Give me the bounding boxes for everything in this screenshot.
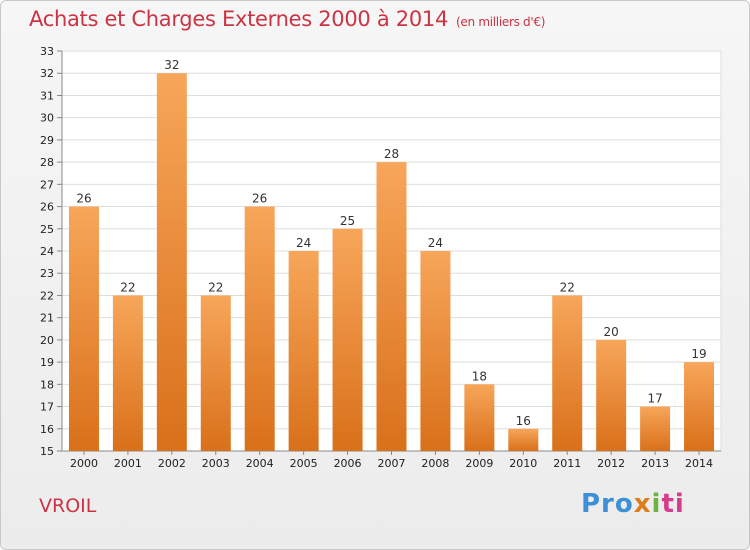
logo-part-3: i	[651, 489, 662, 519]
y-tick-label: 24	[40, 245, 54, 258]
y-tick-label: 32	[40, 67, 54, 80]
x-tick-label: 2012	[597, 457, 625, 470]
x-tick-label: 2002	[158, 457, 186, 470]
y-tick-label: 28	[40, 156, 54, 169]
bar-value-label: 24	[296, 236, 311, 250]
y-tick-label: 20	[40, 334, 54, 347]
y-tick-label: 33	[40, 45, 54, 58]
x-tick-label: 2003	[202, 457, 230, 470]
bar-value-label: 25	[340, 214, 355, 228]
y-tick-label: 29	[40, 134, 54, 147]
bar-value-label: 18	[472, 369, 487, 383]
bar-value-label: 26	[252, 192, 267, 206]
logo-part-4: ti	[661, 489, 685, 519]
y-tick-label: 23	[40, 267, 54, 280]
bar	[508, 428, 539, 451]
y-tick-label: 19	[40, 356, 54, 369]
bar	[200, 295, 231, 451]
y-tick-label: 25	[40, 223, 54, 236]
bar-value-label: 16	[516, 414, 531, 428]
x-tick-label: 2001	[114, 457, 142, 470]
x-tick-label: 2009	[465, 457, 493, 470]
town-name: VROIL	[39, 495, 97, 517]
logo-part-2: x	[633, 489, 652, 519]
y-tick-label: 16	[40, 423, 54, 436]
bar	[684, 362, 715, 451]
y-tick-label: 26	[40, 201, 54, 214]
bar	[112, 295, 143, 451]
y-tick-label: 22	[40, 289, 54, 302]
bar	[244, 206, 275, 451]
bar	[640, 406, 671, 451]
y-tick-label: 15	[40, 445, 54, 458]
x-tick-label: 2008	[421, 457, 449, 470]
x-tick-label: 2004	[246, 457, 274, 470]
bar-value-label: 17	[647, 392, 662, 406]
y-tick-label: 31	[40, 89, 54, 102]
bar-value-label: 22	[560, 280, 575, 294]
logo-part-1: Pro	[581, 489, 634, 519]
bar-value-label: 26	[76, 192, 91, 206]
bar	[68, 206, 99, 451]
chart-subtitle: (en milliers d'€)	[456, 15, 546, 29]
chart-title: Achats et Charges Externes 2000 à 2014 (e…	[29, 7, 545, 31]
x-tick-label: 2010	[509, 457, 537, 470]
bar	[376, 162, 407, 451]
chart-title-text: Achats et Charges Externes 2000 à 2014	[29, 7, 449, 31]
x-tick-label: 2006	[334, 457, 362, 470]
bar-value-label: 19	[691, 347, 706, 361]
bar-value-label: 22	[208, 280, 223, 294]
bar	[288, 251, 319, 451]
x-tick-label: 2007	[378, 457, 406, 470]
bar	[464, 384, 495, 451]
x-tick-label: 2014	[685, 457, 713, 470]
y-tick-label: 21	[40, 312, 54, 325]
proxiti-logo: Proxiti	[581, 489, 685, 519]
y-tick-label: 30	[40, 112, 54, 125]
bar	[552, 295, 583, 451]
x-tick-label: 2011	[553, 457, 581, 470]
x-tick-label: 2000	[70, 457, 98, 470]
x-tick-label: 2005	[290, 457, 318, 470]
bar-value-label: 24	[428, 236, 443, 250]
y-tick-label: 17	[40, 401, 54, 414]
bar-value-label: 22	[120, 280, 135, 294]
bar	[420, 251, 451, 451]
y-tick-label: 18	[40, 378, 54, 391]
bar	[332, 228, 363, 451]
x-tick-label: 2013	[641, 457, 669, 470]
bar-value-label: 28	[384, 147, 399, 161]
bar-value-label: 32	[164, 58, 179, 72]
bar	[156, 73, 187, 451]
bar	[596, 339, 627, 451]
bar-value-label: 20	[604, 325, 619, 339]
y-tick-label: 27	[40, 178, 54, 191]
